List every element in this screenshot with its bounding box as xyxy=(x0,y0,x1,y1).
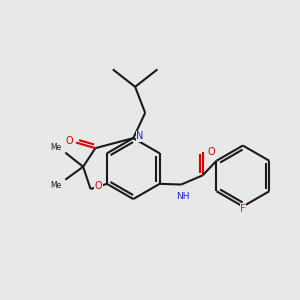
Text: Me: Me xyxy=(50,181,62,190)
Text: O: O xyxy=(66,136,73,146)
Text: NH: NH xyxy=(176,192,190,201)
Text: F: F xyxy=(240,204,246,214)
Text: O: O xyxy=(207,147,215,157)
Text: Me: Me xyxy=(50,142,62,152)
Text: O: O xyxy=(95,181,103,191)
Text: N: N xyxy=(136,131,144,141)
